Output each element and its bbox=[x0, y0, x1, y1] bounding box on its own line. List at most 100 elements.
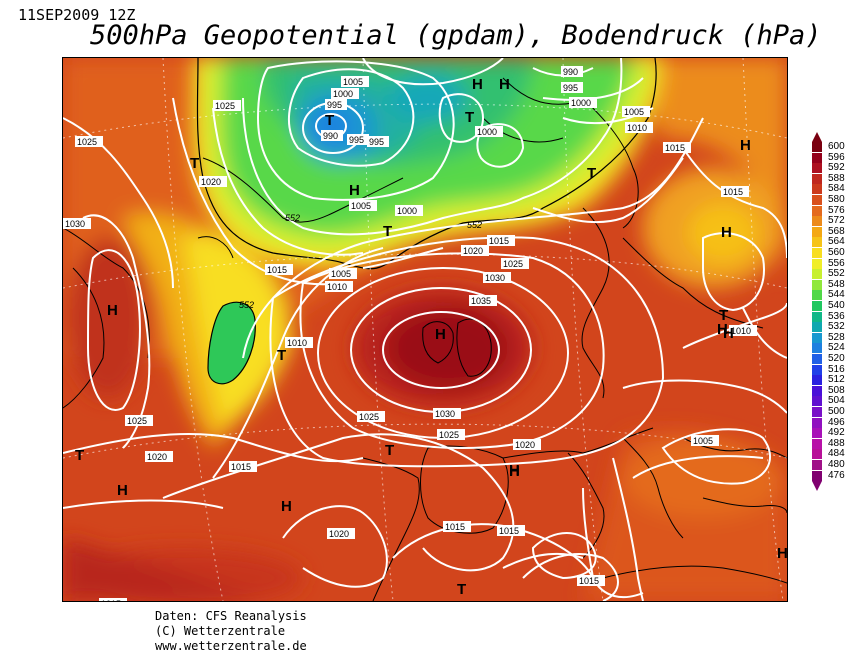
isobar-label: 1005 bbox=[329, 268, 357, 279]
map-title: 500hPa Geopotential (gpdam), Bodendruck … bbox=[90, 20, 822, 51]
legend-swatch bbox=[812, 258, 822, 269]
legend-value: 476 bbox=[828, 469, 845, 481]
svg-text:1030: 1030 bbox=[65, 219, 85, 229]
legend-swatch bbox=[812, 279, 822, 290]
isobar-label: 990 bbox=[561, 66, 583, 77]
svg-text:1020: 1020 bbox=[515, 440, 535, 450]
legend-swatch bbox=[812, 173, 822, 184]
legend-swatch bbox=[812, 226, 822, 237]
legend-swatch bbox=[812, 311, 822, 322]
legend-swatch bbox=[812, 449, 822, 460]
svg-text:1005: 1005 bbox=[331, 269, 351, 279]
svg-text:1025: 1025 bbox=[215, 101, 235, 111]
isobar-label: 1015 bbox=[265, 264, 293, 275]
legend-swatch bbox=[812, 322, 822, 333]
legend-value: 516 bbox=[828, 363, 845, 375]
isobar-label: 1025 bbox=[213, 100, 241, 111]
legend-value: 580 bbox=[828, 194, 845, 205]
svg-text:1015: 1015 bbox=[723, 187, 743, 197]
legend-value: 528 bbox=[828, 331, 845, 343]
low-pressure-marker: T bbox=[719, 307, 728, 324]
isobar-label: 1020 bbox=[199, 176, 227, 187]
legend-entry: 564 bbox=[812, 236, 850, 248]
legend-entry: 508 bbox=[812, 385, 850, 396]
svg-text:990: 990 bbox=[563, 67, 578, 77]
legend-swatch bbox=[812, 290, 822, 301]
svg-text:1005: 1005 bbox=[351, 201, 371, 211]
legend-value: 600 bbox=[828, 141, 845, 152]
isobar-label: 1025 bbox=[75, 136, 103, 147]
isobar-label: 1025 bbox=[501, 258, 529, 269]
color-scale-legend: 600 596 592 588 584 580 576 572 568 564 560 556 552 5… bbox=[812, 132, 850, 527]
isobar-label: 1000 bbox=[569, 97, 597, 108]
legend-entry: 584 bbox=[812, 183, 850, 195]
legend-swatch bbox=[812, 428, 822, 439]
isobar-label: 1015 bbox=[497, 525, 525, 536]
svg-text:995: 995 bbox=[563, 83, 578, 93]
legend-value: 520 bbox=[828, 353, 845, 364]
isobar-label: 1005 bbox=[349, 200, 377, 211]
isobar-label: 1005 bbox=[341, 76, 369, 87]
legend-entry: 548 bbox=[812, 278, 850, 290]
svg-text:1025: 1025 bbox=[359, 412, 379, 422]
legend-entry: 504 bbox=[812, 395, 850, 407]
svg-text:1025: 1025 bbox=[439, 430, 459, 440]
svg-text:1015: 1015 bbox=[579, 576, 599, 586]
credit-website: www.wetterzentrale.de bbox=[155, 639, 307, 653]
svg-text:1030: 1030 bbox=[435, 409, 455, 419]
legend-value: 592 bbox=[828, 162, 845, 174]
legend-swatch bbox=[812, 364, 822, 375]
legend-value: 500 bbox=[828, 406, 845, 417]
legend-value: 536 bbox=[828, 310, 845, 322]
legend-swatch bbox=[812, 375, 822, 386]
legend-swatch bbox=[812, 343, 822, 354]
legend-value: 548 bbox=[828, 278, 845, 290]
credits: Daten: CFS Reanalysis (C) Wetterzentrale… bbox=[155, 609, 307, 654]
svg-text:1000: 1000 bbox=[397, 206, 417, 216]
legend-value: 556 bbox=[828, 257, 845, 269]
legend-entry: 488 bbox=[812, 438, 850, 449]
isobar-label: 1015 bbox=[99, 598, 127, 601]
svg-text:1000: 1000 bbox=[333, 89, 353, 99]
legend-entry: 576 bbox=[812, 205, 850, 216]
legend-entry: 528 bbox=[812, 331, 850, 343]
legend-value: 588 bbox=[828, 172, 845, 184]
low-pressure-marker: T bbox=[587, 165, 596, 182]
legend-value: 564 bbox=[828, 236, 845, 248]
legend-value: 596 bbox=[828, 151, 845, 163]
isobar-label: 1020 bbox=[327, 528, 355, 539]
legend-entry: 540 bbox=[812, 300, 850, 311]
geopotential-label: 552 bbox=[285, 213, 300, 223]
svg-text:1015: 1015 bbox=[665, 143, 685, 153]
legend-swatch bbox=[812, 460, 822, 470]
isobar-label: 1015 bbox=[487, 235, 515, 246]
legend-entry: 588 bbox=[812, 172, 850, 184]
isobar-label: 990 bbox=[321, 130, 343, 141]
svg-text:1020: 1020 bbox=[201, 177, 221, 187]
svg-text:1025: 1025 bbox=[77, 137, 97, 147]
low-pressure-marker: T bbox=[190, 155, 199, 172]
legend-entry: 520 bbox=[812, 353, 850, 364]
svg-text:1005: 1005 bbox=[693, 436, 713, 446]
svg-text:995: 995 bbox=[369, 137, 384, 147]
legend-swatch bbox=[812, 237, 822, 248]
legend-swatch bbox=[812, 407, 822, 417]
isobar-label: 1020 bbox=[461, 245, 489, 256]
isobar-label: 1025 bbox=[125, 415, 153, 426]
svg-text:1015: 1015 bbox=[231, 462, 251, 472]
isobar-label: 1020 bbox=[513, 439, 541, 450]
isobar-label: 1015 bbox=[663, 142, 691, 153]
high-pressure-marker: H bbox=[349, 182, 360, 199]
geopotential-label: 552 bbox=[239, 300, 254, 310]
geopotential-label: 552 bbox=[467, 220, 482, 230]
high-pressure-marker: H bbox=[107, 302, 118, 319]
legend-swatch bbox=[812, 142, 822, 152]
svg-text:1030: 1030 bbox=[485, 273, 505, 283]
svg-text:1015: 1015 bbox=[267, 265, 287, 275]
svg-text:1010: 1010 bbox=[627, 123, 647, 133]
legend-value: 512 bbox=[828, 374, 845, 386]
isobar-label: 1030 bbox=[63, 218, 91, 229]
legend-entry: 600 bbox=[812, 141, 850, 152]
legend-swatch bbox=[812, 332, 822, 343]
legend-entry: 516 bbox=[812, 363, 850, 375]
